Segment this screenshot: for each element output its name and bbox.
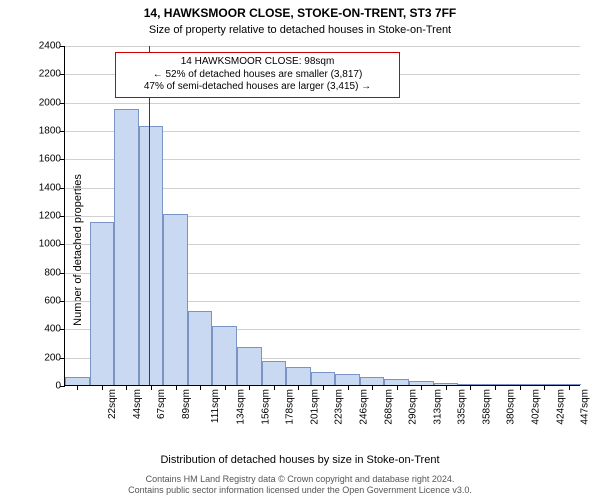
x-tick [274, 385, 275, 390]
x-tick [446, 385, 447, 390]
x-tick [249, 385, 250, 390]
y-tick-label: 200 [44, 352, 65, 363]
x-tick [225, 385, 226, 390]
x-tick-label: 313sqm [432, 389, 443, 425]
y-tick-label: 400 [44, 324, 65, 335]
x-tick-label: 67sqm [156, 389, 167, 419]
x-tick-label: 424sqm [555, 389, 566, 425]
histogram-bar [163, 214, 188, 385]
y-tick-label: 1800 [39, 126, 65, 137]
y-tick-label: 1400 [39, 182, 65, 193]
x-tick-label: 268sqm [383, 389, 394, 425]
x-tick [348, 385, 349, 390]
annotation-line: 14 HAWKSMOOR CLOSE: 98sqm [122, 56, 393, 69]
x-tick [323, 385, 324, 390]
x-tick-label: 223sqm [334, 389, 345, 425]
y-tick-label: 1200 [39, 211, 65, 222]
annotation-box: 14 HAWKSMOOR CLOSE: 98sqm← 52% of detach… [115, 52, 400, 98]
x-tick [372, 385, 373, 390]
histogram-bar [90, 222, 115, 385]
y-tick-label: 800 [44, 267, 65, 278]
y-tick-label: 1600 [39, 154, 65, 165]
x-tick-label: 134sqm [236, 389, 247, 425]
histogram-bar [262, 361, 287, 385]
x-tick-label: 246sqm [359, 389, 370, 425]
histogram-bar [212, 326, 237, 386]
histogram-bar [335, 374, 360, 385]
x-tick [495, 385, 496, 390]
x-tick-label: 44sqm [132, 389, 143, 419]
histogram-bar [286, 367, 311, 385]
chart-title: 14, HAWKSMOOR CLOSE, STOKE-ON-TRENT, ST3… [0, 6, 600, 20]
y-tick-label: 2200 [39, 69, 65, 80]
y-tick-label: 0 [55, 381, 65, 392]
histogram-bar [65, 377, 90, 386]
histogram-bar [311, 372, 336, 385]
x-tick [298, 385, 299, 390]
x-tick-label: 335sqm [457, 389, 468, 425]
x-axis-label: Distribution of detached houses by size … [0, 454, 600, 466]
x-tick [520, 385, 521, 390]
plot-area: 0200400600800100012001400160018002000220… [64, 46, 580, 386]
annotation-line: ← 52% of detached houses are smaller (3,… [122, 69, 393, 82]
x-tick [151, 385, 152, 390]
x-tick-label: 358sqm [481, 389, 492, 425]
x-tick-label: 402sqm [531, 389, 542, 425]
x-tick [176, 385, 177, 390]
histogram-bar [139, 126, 164, 385]
x-tick-label: 380sqm [506, 389, 517, 425]
chart-container: 14, HAWKSMOOR CLOSE, STOKE-ON-TRENT, ST3… [0, 0, 600, 500]
x-tick-label: 290sqm [408, 389, 419, 425]
x-tick-label: 447sqm [580, 389, 591, 425]
x-tick [102, 385, 103, 390]
y-tick-label: 600 [44, 296, 65, 307]
y-tick-label: 1000 [39, 239, 65, 250]
x-tick-label: 156sqm [260, 389, 271, 425]
x-tick [126, 385, 127, 390]
x-tick [397, 385, 398, 390]
footer-line-1: Contains HM Land Registry data © Crown c… [0, 474, 600, 485]
histogram-bar [237, 347, 262, 385]
x-tick [77, 385, 78, 390]
histogram-bar [360, 377, 385, 385]
x-tick-label: 178sqm [285, 389, 296, 425]
x-tick [544, 385, 545, 390]
x-tick [421, 385, 422, 390]
histogram-bar [188, 311, 213, 385]
x-tick [200, 385, 201, 390]
chart-footer: Contains HM Land Registry data © Crown c… [0, 474, 600, 496]
y-tick-label: 2000 [39, 97, 65, 108]
x-tick [569, 385, 570, 390]
chart-subtitle: Size of property relative to detached ho… [0, 24, 600, 36]
x-tick-label: 201sqm [309, 389, 320, 425]
histogram-bar [114, 109, 139, 385]
x-tick-label: 89sqm [181, 389, 192, 419]
x-tick-label: 111sqm [210, 389, 221, 423]
annotation-line: 47% of semi-detached houses are larger (… [122, 81, 393, 94]
footer-line-2: Contains public sector information licen… [0, 485, 600, 496]
x-tick-label: 22sqm [107, 389, 118, 419]
y-tick-label: 2400 [39, 41, 65, 52]
x-tick [470, 385, 471, 390]
